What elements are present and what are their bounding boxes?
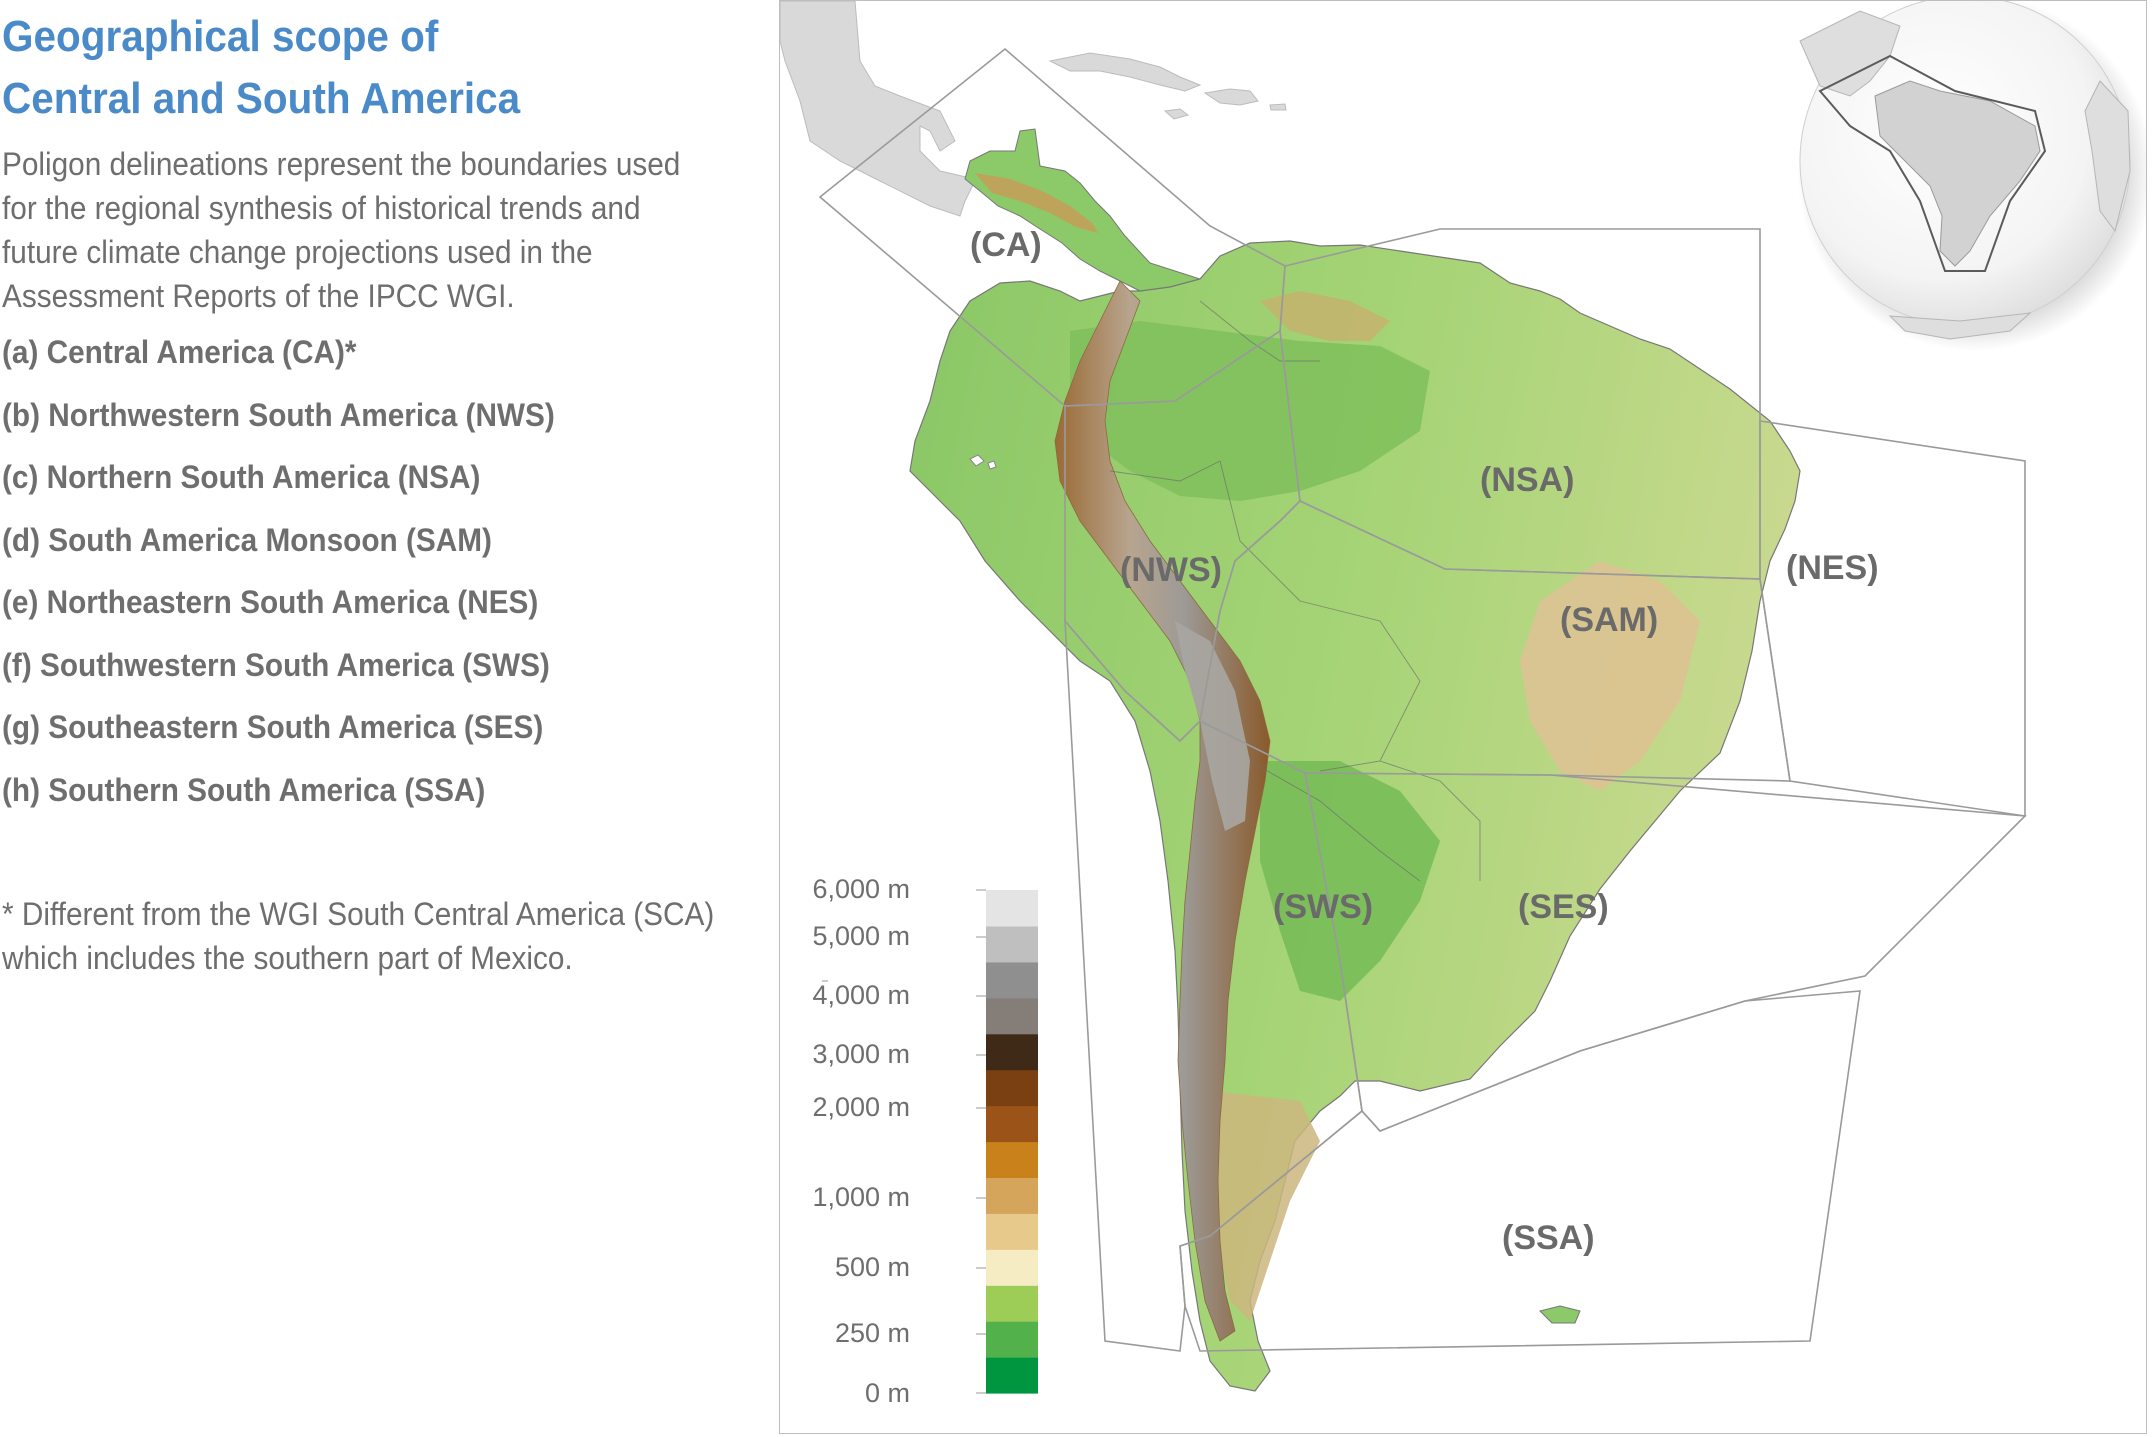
region-boundaries [818,47,2027,1352]
brazilian-highlands [1520,561,1700,791]
region-label-ca: (CA) [970,226,1042,264]
region-label-ssa: (SSA) [1502,1219,1595,1257]
title-line-2: Central and South America [2,74,521,123]
region-list-item-nsa: (c) Northern South America (NSA) [2,459,481,495]
legend-label-0: 0 m [865,1378,910,1408]
globe-africa [2084,80,2131,233]
galapagos-islands [969,454,997,470]
legend-color-segment [986,1213,1038,1250]
jamaica-island [1163,108,1190,120]
border-colombia-peru [1109,460,1221,482]
legend-color-segment [986,1249,1038,1286]
legend-color-segment [986,1141,1038,1179]
elevation-color-bar [976,889,1038,1394]
region-map: (CA) (NSA) (NWS) (NES) (SAM) (SWS) (SES)… [780,1,2146,1408]
puerto-rico-island [1269,103,1287,111]
legend-color-segment [986,1321,1038,1358]
hispaniola-island [1203,88,1259,106]
region-list-item-ses: (g) Southeastern South America (SES) [2,709,544,745]
region-list-item-sam: (d) South America Monsoon (SAM) [2,521,492,558]
description-line-2: for the regional synthesis of historical… [2,190,641,226]
region-list: (a) Central America (CA)* (b) Northweste… [2,330,555,830]
border-argentina-chile [1249,760,1421,882]
guiana-highlands [1260,291,1390,341]
altiplano-peaks [1175,621,1250,831]
legend-color-segment [986,1069,1038,1107]
legend-label-3000: 3,000 m [812,1039,910,1069]
region-list-item-ca: (a) Central America (CA)* [2,334,357,370]
boundary-nes [1759,420,2026,817]
region-list-item-sws: (f) Southwestern South America (SWS) [2,646,550,683]
falkland-islands [1539,1305,1581,1324]
central-america-highlands [975,173,1098,233]
legend-color-segment [986,997,1038,1035]
boundary-ssa [1179,990,1861,1352]
legend-label-250: 250 m [835,1318,910,1348]
region-list-item-ssa: (h) Southern South America (SSA) [2,771,486,808]
footnote-line-1: * Different from the WGI South Central A… [2,896,715,932]
border-bolivia [1299,600,1421,772]
legend-label-5000: 5,000 m [812,921,910,951]
globe-antarctica [1888,312,2032,340]
legend-color-segment [986,961,1038,999]
footnote: * Different from the WGI South Central A… [2,892,714,980]
footnote-line-2: which includes the southern part of Mexi… [2,940,573,976]
description-line-1: Poligon delineations represent the bound… [2,146,681,182]
region-label-sws: (SWS) [1273,888,1373,926]
globe-scope-outline [1818,54,2047,272]
south-america-land [909,240,1801,1392]
mexico-landmass [780,1,981,217]
andes-mountains [1054,280,1271,1342]
legend-color-segment [986,890,1038,927]
description-line-3: future climate change projections used i… [2,234,593,270]
cuba-island [1048,52,1202,92]
border-peru-brazil [1219,460,1301,602]
region-list-item-nws: (b) Northwestern South America (NWS) [2,396,555,433]
neighbour-land [780,1,1287,217]
pampas-plains [1260,761,1440,1001]
locator-globe [1797,1,2146,351]
region-labels: (CA) (NSA) (NWS) (NES) (SAM) (SWS) (SES)… [970,226,1879,1257]
legend-color-segment [986,1357,1038,1394]
page-title: Geographical scope of Central and South … [2,6,520,130]
legend-label-500: 500 m [835,1252,910,1282]
legend-color-segment [986,1033,1038,1071]
legend-color-segment [986,1285,1038,1322]
legend-color-segment [986,1177,1038,1214]
region-label-nes: (NES) [1786,549,1879,587]
description-line-4: Assessment Reports of the IPCC WGI. [2,278,515,314]
region-label-sam: (SAM) [1560,601,1658,639]
legend-color-segment [986,1105,1038,1143]
central-america-isthmus [964,128,1206,302]
country-borders [1109,300,1481,882]
info-panel: Geographical scope of Central and South … [0,0,760,1437]
central-america-land [964,128,1206,302]
patagonia-plateau [1208,1091,1320,1321]
map-description: Poligon delineations represent the bound… [2,142,680,318]
elevation-legend: 6,000 m 5,000 m 4,000 m 3,000 m 2,000 m … [812,874,1038,1408]
amazon-lowlands [1070,321,1430,501]
legend-color-segment [986,925,1038,963]
region-label-nsa: (NSA) [1480,461,1574,499]
region-label-ses: (SES) [1518,888,1609,926]
border-colombia-venezuela [1199,300,1320,362]
legend-label-1000: 1,000 m [812,1182,910,1212]
region-list-item-nes: (e) Northeastern South America (NES) [2,584,539,620]
legend-label-6000: 6,000 m [812,874,910,904]
border-brazil-paraguay [1379,760,1481,881]
legend-label-2000: 2,000 m [812,1092,910,1122]
legend-label-4000: 4,000 m [812,980,910,1010]
region-label-nws: (NWS) [1120,551,1222,589]
map-frame: (CA) (NSA) (NWS) (NES) (SAM) (SWS) (SES)… [779,0,2147,1434]
title-line-1: Geographical scope of [2,12,439,61]
globe-south-america [1874,80,2041,267]
